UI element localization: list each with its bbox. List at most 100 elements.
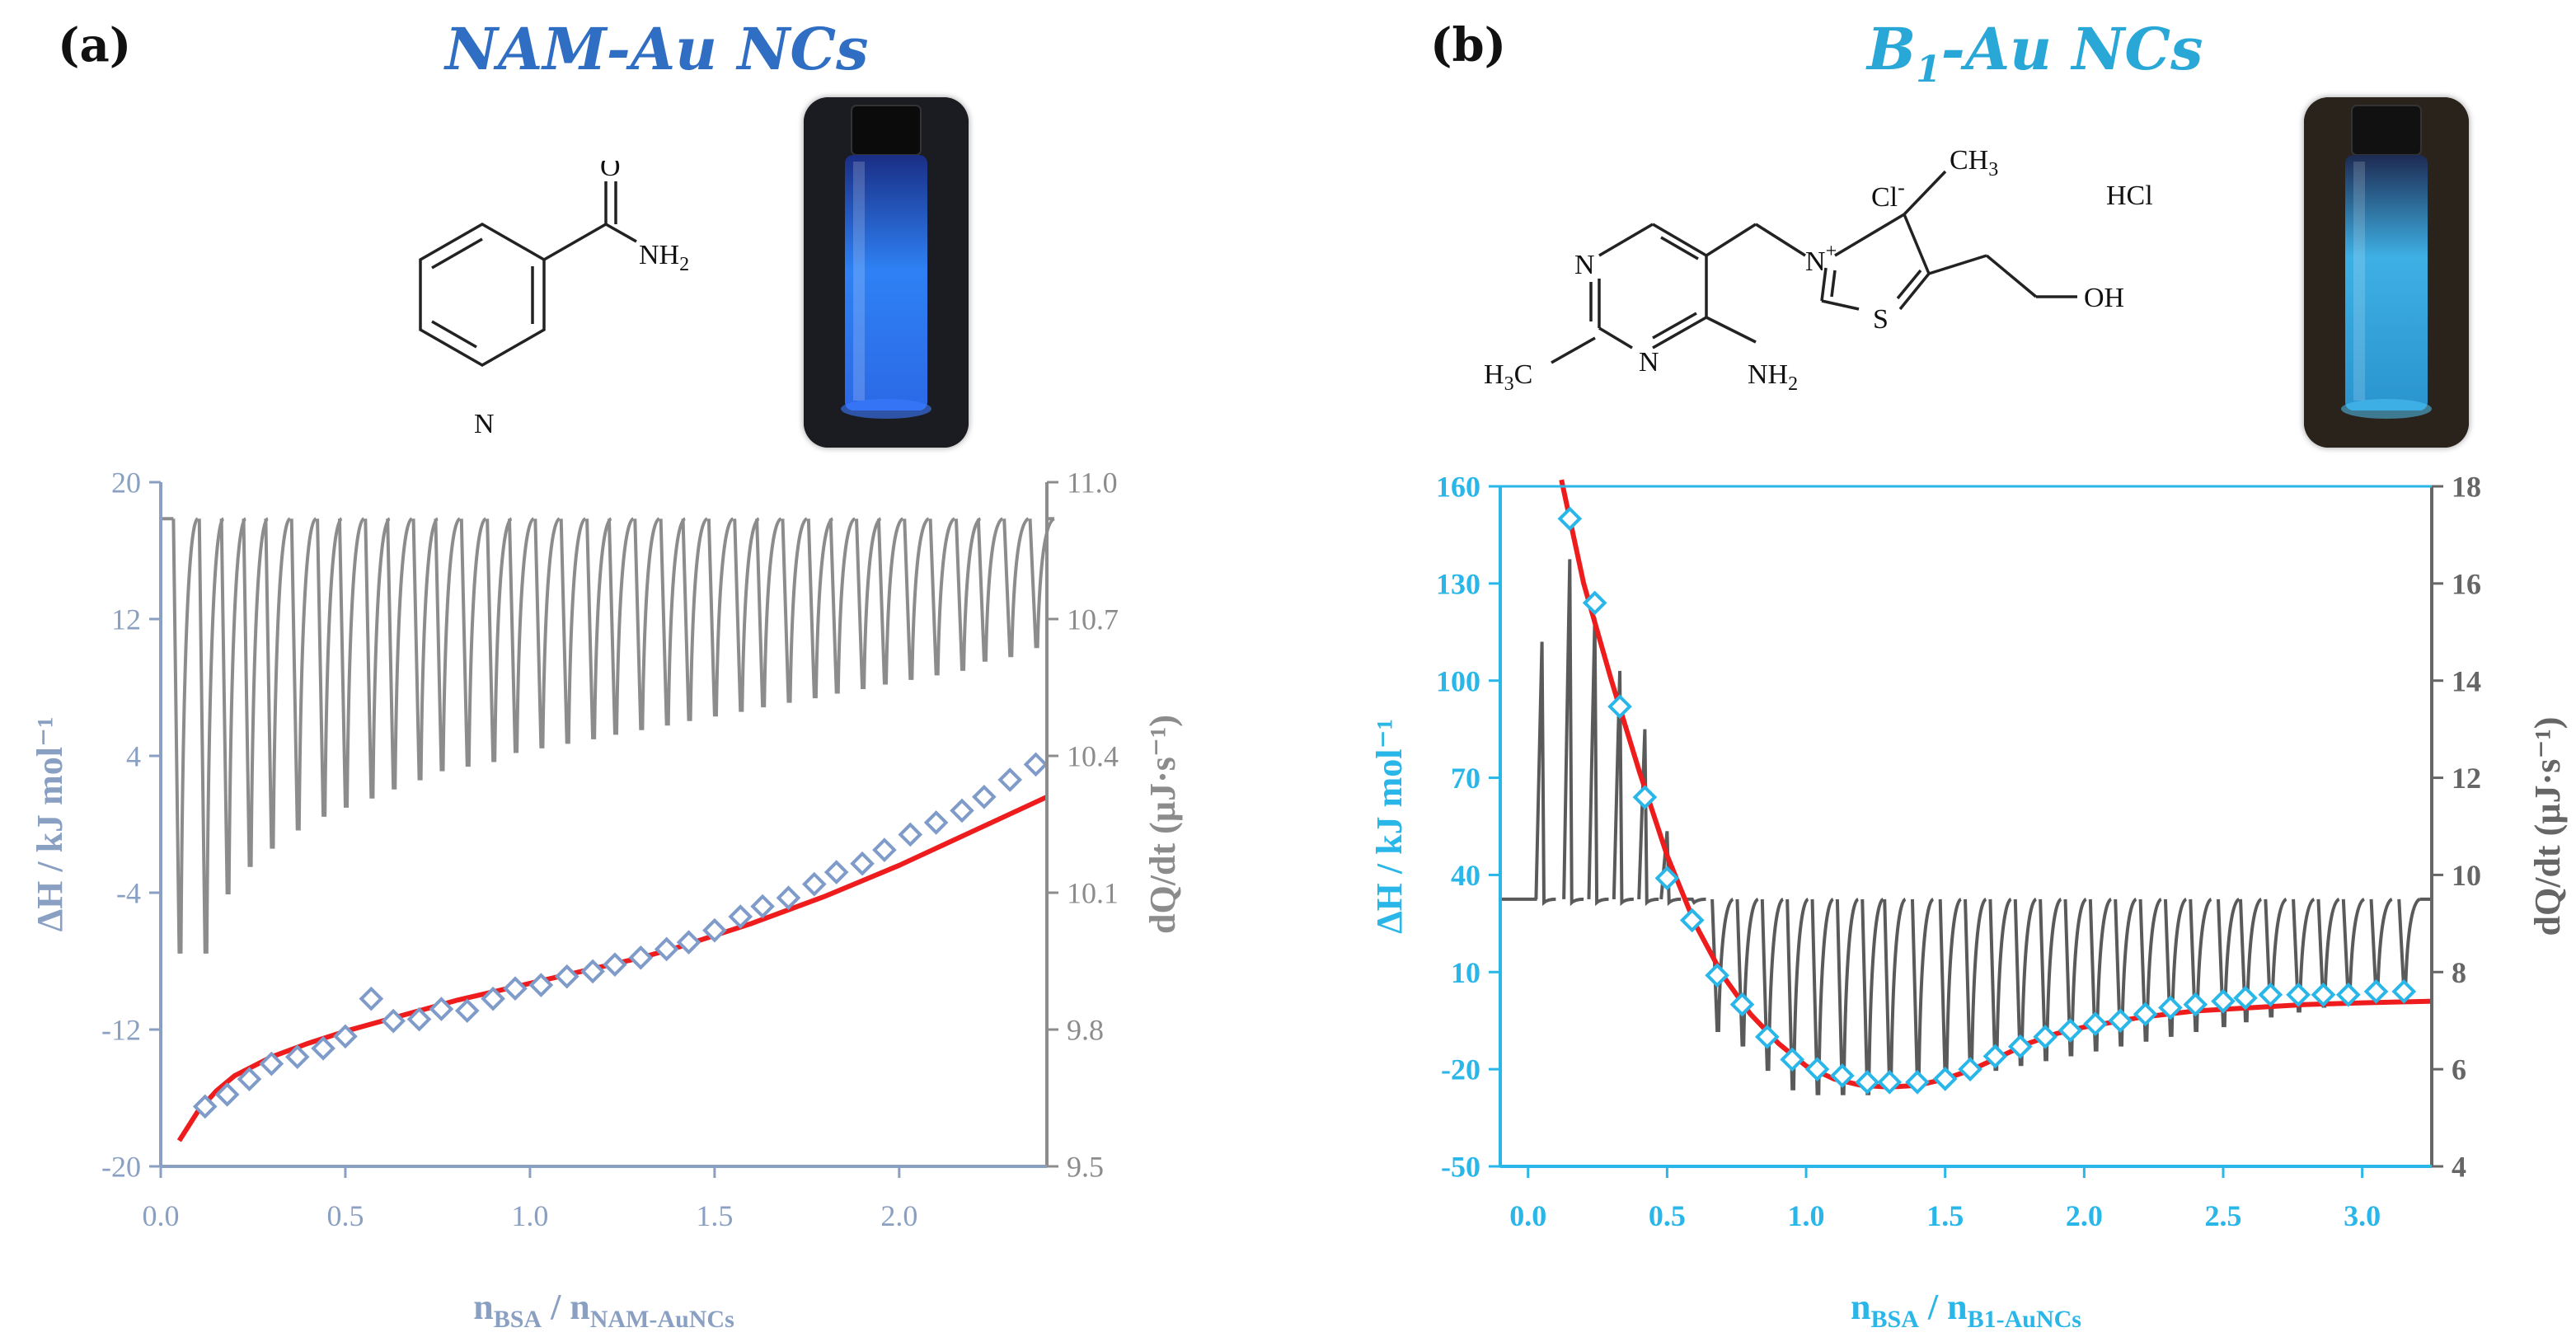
y-right-tick-label: 14: [2452, 664, 2481, 697]
y-right-tick-label: 12: [2452, 762, 2481, 795]
heat-flow-peak: [607, 517, 635, 735]
heat-flow-peak: [1612, 670, 1634, 907]
x-axis-title-n: n: [1851, 1287, 1870, 1327]
data-point: [406, 1006, 432, 1032]
data-point: [950, 798, 974, 823]
ring-double-bond: [431, 320, 477, 349]
heat-flow-peak: [755, 517, 782, 708]
heat-flow-peak: [2239, 898, 2263, 1023]
data-point: [1982, 1044, 2008, 1069]
heat-flow-peak: [1785, 898, 1809, 1091]
x-axis-title-sub1: BSA: [1871, 1306, 1920, 1333]
heat-flow-peak: [1686, 897, 1706, 905]
heat-flow-peak: [264, 517, 292, 849]
heat-flow-peak: [289, 517, 317, 831]
y-left-tick-label: 70: [1451, 762, 1480, 795]
heat-flow-peak: [659, 517, 687, 726]
data-point: [2058, 1018, 2083, 1043]
data-point: [801, 871, 827, 897]
heat-flow-peak: [2397, 898, 2421, 993]
atom-h3c-sub: 3: [1504, 373, 1514, 395]
data-point: [259, 1051, 284, 1077]
data-point: [192, 1094, 218, 1119]
data-point: [503, 976, 528, 1002]
data-point: [1582, 590, 1607, 616]
carbonyl-bond: [543, 223, 607, 261]
data-point: [528, 973, 554, 997]
heat-flow-peak: [1562, 559, 1584, 907]
data-point: [923, 810, 949, 835]
heat-flow-peak: [976, 517, 1004, 662]
y-right-tick-label: 8: [2452, 956, 2466, 989]
atom-n-plus: N+: [1805, 241, 1837, 277]
data-point: [850, 851, 875, 876]
x-axis-title-sub2: B1-AuNCs: [1968, 1306, 2081, 1333]
data-point: [481, 986, 505, 1011]
data-point: [898, 822, 923, 847]
y-right-tick-label: 9.5: [1067, 1151, 1104, 1184]
x-tick-label: 0.0: [143, 1199, 180, 1232]
heat-flow-peak: [434, 517, 462, 772]
y-right-tick-label: 10.1: [1067, 877, 1119, 910]
data-point: [1679, 908, 1705, 933]
chart-a: 20 12 4 -4 -12 -20 11.0 10.7 10.4 10.1 9.8 9.5 0.0 0.…: [30, 467, 1183, 1333]
atom-ch3: CH3: [1950, 145, 1998, 181]
data-point: [2033, 1025, 2058, 1049]
x-tick-label: 2.5: [2205, 1199, 2242, 1232]
heat-flow-peak: [2292, 898, 2316, 1013]
panel-title-b: B1-Au NCs: [1867, 15, 2203, 91]
data-point: [214, 1082, 240, 1107]
heat-flow-peak: [806, 517, 834, 699]
data-point: [1958, 1057, 1982, 1081]
y-left-tick-label: -20: [1441, 1053, 1480, 1086]
heat-flow-peak: [459, 517, 487, 767]
y-left-tick-label: -12: [101, 1014, 141, 1047]
x-axis-title-sub2: NAM-AuNCs: [590, 1306, 734, 1333]
heat-flow-peak: [828, 517, 856, 694]
atom-nh2-b1: NH2: [1748, 359, 1798, 395]
heat-flow-peak: [2264, 898, 2287, 1018]
ring-double-bond: [431, 237, 483, 270]
data-point: [2158, 995, 2183, 1020]
heat-flow-peak: [1883, 898, 1907, 1091]
y-left-tick-label: -20: [101, 1151, 141, 1184]
x-axis-title-sub1: BSA: [494, 1306, 542, 1333]
panel-label-b: (b): [1430, 18, 1507, 73]
heat-flow-peak: [2189, 898, 2212, 1032]
y-left-tick-label: 160: [1436, 471, 1480, 504]
heat-flow-peak: [1659, 831, 1682, 907]
heat-flow-peak: [1860, 898, 1884, 1095]
y-right-tick-label: 10: [2452, 859, 2481, 892]
atom-n1: N: [1574, 250, 1595, 280]
heat-flow-peak: [633, 517, 660, 730]
y-right-tick-label: 11.0: [1067, 467, 1118, 500]
data-point: [429, 997, 454, 1021]
heat-flow-peak: [1735, 898, 1759, 1047]
data-point: [2258, 982, 2283, 1007]
data-point: [2108, 1008, 2133, 1034]
heat-flow-peak: [1534, 641, 1556, 907]
panel-label-a: (a): [58, 18, 132, 73]
heat-flow-peak: [508, 517, 535, 753]
x-tick-label: 2.0: [880, 1199, 917, 1232]
data-point: [1654, 866, 1680, 891]
data-point: [603, 952, 627, 977]
y-right-tick-label: 9.8: [1067, 1014, 1104, 1047]
x-tick-label: 0.0: [1509, 1199, 1546, 1232]
x-tick-label: 0.5: [1649, 1199, 1686, 1232]
data-point: [2335, 982, 2361, 1007]
heat-flow-peak: [1587, 617, 1609, 907]
data-point: [823, 860, 849, 884]
atom-h3c: H3C: [1484, 359, 1532, 395]
heat-flow-peak: [2039, 898, 2062, 1062]
data-point: [2286, 982, 2311, 1007]
data-point: [1023, 752, 1049, 777]
y-right-tick-label: 6: [2452, 1053, 2466, 1086]
y-right-tick-label: 18: [2452, 471, 2481, 504]
heat-flow-peak: [1988, 898, 2012, 1072]
y-right-tick-label: 10.7: [1067, 603, 1119, 636]
x-tick-label: 1.5: [696, 1199, 733, 1232]
panel-title-b-main: B: [1867, 15, 1917, 83]
heat-flow-peak: [1028, 517, 1056, 649]
y-axis-left-title: ΔH / kJ mol⁻¹: [1369, 719, 1410, 934]
